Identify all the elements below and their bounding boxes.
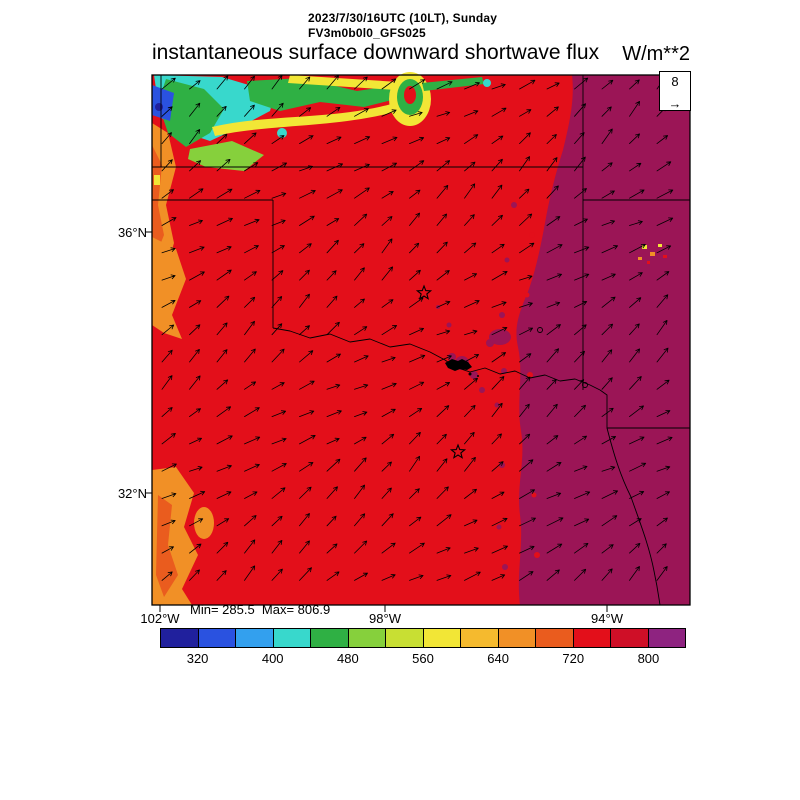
wind-reference-value: 8 bbox=[671, 74, 679, 89]
wind-arrows bbox=[161, 74, 674, 581]
city-star-dfw bbox=[449, 443, 467, 459]
colorbar-segment bbox=[648, 629, 685, 647]
cloud-specks-east bbox=[638, 244, 667, 264]
colorbar bbox=[160, 628, 686, 648]
lat-label-32n: 32°N bbox=[117, 486, 147, 501]
border-texas-arkansas bbox=[599, 389, 690, 429]
border-texas-louisiana bbox=[606, 427, 661, 606]
wind-reference-box: 8 → bbox=[659, 71, 691, 111]
colorbar-segment bbox=[236, 629, 274, 647]
red-specks-in-purple bbox=[524, 232, 540, 558]
colorbar-segment bbox=[311, 629, 349, 647]
units-label: W/m**2 bbox=[622, 43, 690, 65]
axis-ticks bbox=[145, 231, 608, 612]
colorbar-segment bbox=[611, 629, 649, 647]
wind-reference-arrow-icon: → bbox=[668, 96, 682, 111]
minmax-label: Min= 285.5 Max= 806.9 bbox=[190, 602, 331, 617]
map-frame bbox=[151, 74, 691, 606]
colorbar-segment bbox=[198, 629, 236, 647]
lon-label-98w: 98°W bbox=[369, 611, 401, 626]
flux-field bbox=[152, 72, 690, 605]
colorbar-tick-label: 640 bbox=[487, 651, 509, 666]
city-circle bbox=[537, 327, 543, 333]
colorbar-segment bbox=[273, 629, 311, 647]
lon-label-102w: 102°W bbox=[140, 611, 180, 626]
lat-label-36n: 36°N bbox=[117, 225, 147, 240]
orange-patches-west bbox=[152, 237, 214, 605]
lon-label-94w: 94°W bbox=[591, 611, 623, 626]
colorbar-segment bbox=[536, 629, 574, 647]
colorbar-segment bbox=[386, 629, 424, 647]
colorbar-tick-label: 800 bbox=[637, 651, 660, 666]
colorbar-segment bbox=[161, 629, 199, 647]
colorbar-tick-label: 320 bbox=[186, 651, 209, 666]
colorbar-segment bbox=[573, 629, 611, 647]
colorbar-tick-labels: 320 400 480 560 640 720 800 bbox=[0, 651, 800, 669]
river-dot bbox=[468, 372, 472, 376]
lake-texoma bbox=[445, 359, 472, 371]
map-markers bbox=[415, 284, 588, 459]
high-flux-region bbox=[516, 75, 690, 605]
colorbar-tick-label: 720 bbox=[562, 651, 585, 666]
colorbar-segment bbox=[498, 629, 536, 647]
colorbar-tick-label: 560 bbox=[412, 651, 434, 666]
colorbar-tick-label: 400 bbox=[261, 651, 284, 666]
city-circle bbox=[582, 382, 588, 388]
river-dot bbox=[477, 375, 479, 377]
colorbar-tick-label: 480 bbox=[336, 651, 359, 666]
plot-title: instantaneous surface downward shortwave… bbox=[152, 41, 600, 64]
colorbar-segment bbox=[423, 629, 461, 647]
flux-map bbox=[145, 72, 691, 612]
valid-time-label: 2023/7/30/16UTC (10LT), Sunday bbox=[308, 11, 498, 25]
city-star-okc bbox=[415, 284, 433, 300]
colorbar-segment bbox=[348, 629, 386, 647]
colorbar-segment bbox=[461, 629, 499, 647]
model-id-label: FV3m0b0l0_GFS025 bbox=[308, 26, 426, 40]
